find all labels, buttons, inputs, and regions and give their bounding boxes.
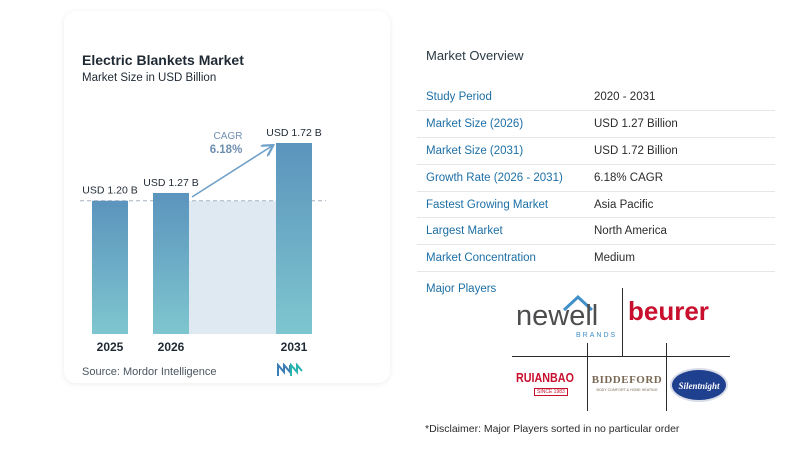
x-tick-label: 2031 [281, 340, 308, 354]
overview-row: Market Concentration Medium [417, 244, 775, 273]
growth-shade [189, 200, 276, 334]
cagr-arrow [191, 146, 272, 198]
ruianbao-logo: RUIANBAO SINCE 1983 [516, 371, 580, 401]
overview-row: Fastest Growing Market Asia Pacific [417, 191, 775, 219]
bar-value-label: USD 1.72 B [266, 127, 321, 139]
overview-row: Growth Rate (2026 - 2031) 6.18% CAGR [417, 164, 775, 192]
chart-subtitle: Market Size in USD Billion [82, 72, 217, 84]
bar-value-label: USD 1.27 B [143, 177, 198, 189]
biddeford-wordmark: BIDDEFORD [591, 374, 663, 386]
newell-brands-logo: newell BRANDS [516, 292, 616, 342]
overview-key: Fastest Growing Market [417, 191, 585, 219]
overview-value: USD 1.72 Billion [585, 137, 775, 165]
biddeford-logo: BIDDEFORD BODY COMFORT & HOME HEATING [591, 374, 663, 398]
bar [92, 200, 128, 334]
overview-value: Medium [585, 244, 775, 273]
source-note: Source: Mordor Intelligence [82, 366, 217, 378]
ruianbao-sub: SINCE 1983 [534, 388, 568, 396]
logo-divider [587, 343, 588, 411]
bar-chart: USD 1.20 B 2025 USD 1.27 B 2026 USD 1.72 B 20… [80, 127, 326, 354]
overview-value: North America [585, 217, 775, 246]
overview-row: Study Period 2020 - 2031 [417, 84, 775, 112]
newell-wordmark: newell [516, 300, 599, 332]
overview-key: Market Size (2031) [417, 137, 585, 165]
overview-row: Largest Market North America [417, 217, 775, 246]
mordor-logo-icon [277, 363, 303, 376]
biddeford-sub: BODY COMFORT & HOME HEATING [596, 388, 658, 392]
ruianbao-wordmark: RUIANBAO [516, 371, 574, 385]
overview-value: 6.18% CAGR [585, 164, 775, 192]
silentnight-wordmark: Silentnight [678, 381, 720, 391]
overview-key: Growth Rate (2026 - 2031) [417, 164, 585, 192]
bar [153, 192, 189, 334]
bar [276, 143, 312, 334]
cagr-label: CAGR [214, 131, 243, 142]
major-players-label: Major Players [426, 283, 497, 295]
cagr-value: 6.18% [210, 144, 243, 156]
overview-title: Market Overview [426, 48, 524, 63]
logo-divider [622, 288, 623, 356]
bar-value-label: USD 1.20 B [82, 185, 137, 197]
overview-key: Market Concentration [417, 244, 585, 273]
silentnight-logo: Silentnight [670, 368, 728, 402]
chart-title: Electric Blankets Market [82, 52, 244, 68]
overview-value: USD 1.27 Billion [585, 110, 775, 139]
logo-divider [666, 343, 667, 411]
overview-row: Market Size (2031) USD 1.72 Billion [417, 137, 775, 165]
overview-value: Asia Pacific [585, 191, 775, 219]
logo-divider [512, 356, 730, 357]
x-tick-label: 2026 [158, 340, 185, 354]
overview-key: Market Size (2026) [417, 110, 585, 139]
x-tick-label: 2025 [97, 340, 124, 354]
newell-sub: BRANDS [576, 332, 618, 339]
overview-row: Market Size (2026) USD 1.27 Billion [417, 110, 775, 139]
overview-key: Study Period [417, 84, 585, 112]
newell-roof-icon [562, 294, 594, 312]
beurer-logo: beurer [628, 296, 709, 326]
overview-value: 2020 - 2031 [585, 84, 775, 112]
disclaimer: *Disclaimer: Major Players sorted in no … [425, 423, 680, 435]
overview-table: Study Period 2020 - 2031 Market Size (2026… [417, 84, 775, 273]
overview-key: Largest Market [417, 217, 585, 246]
